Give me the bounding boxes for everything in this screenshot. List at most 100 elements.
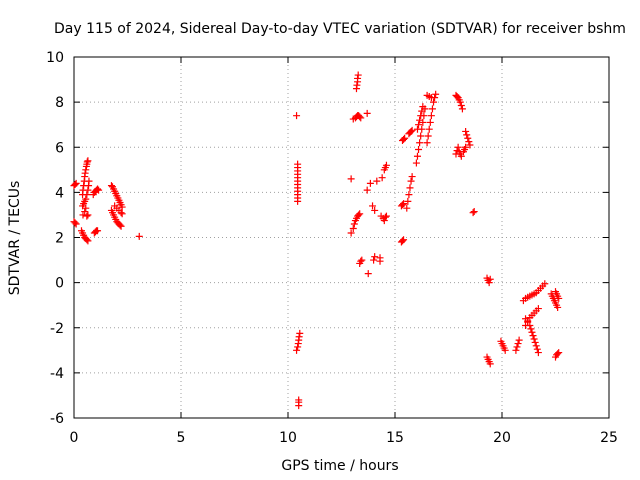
y-axis-label: SDTVAR / TECUs	[7, 181, 23, 296]
data-point	[405, 191, 413, 199]
data-point	[423, 139, 431, 147]
chart-title: Day 115 of 2024, Sidereal Day-to-day VTE…	[54, 21, 626, 37]
x-tick-label: 5	[177, 430, 186, 446]
data-point	[416, 116, 424, 124]
data-point	[84, 211, 92, 219]
data-point	[356, 113, 364, 121]
data-point	[349, 224, 357, 232]
data-point	[363, 186, 371, 194]
data-point	[531, 338, 539, 346]
data-point	[369, 202, 377, 210]
grid-lines	[74, 57, 609, 418]
data-point	[354, 71, 362, 79]
data-point	[83, 158, 91, 166]
data-point	[432, 90, 440, 98]
axis-ticks: 0 5 10 15 20 25 -6 -4 -2 0 2 4 6 8 10	[46, 50, 618, 446]
data-point	[400, 135, 408, 143]
data-point	[527, 325, 535, 333]
data-point	[415, 146, 423, 154]
data-point	[534, 349, 542, 357]
data-point	[419, 103, 427, 111]
data-point	[457, 102, 465, 110]
data-point	[118, 210, 126, 218]
data-point	[117, 209, 125, 217]
data-point	[401, 134, 409, 142]
data-point	[486, 360, 494, 368]
data-point	[72, 179, 80, 187]
data-point	[296, 329, 304, 337]
data-point	[347, 229, 355, 237]
data-point	[512, 346, 520, 354]
data-point	[530, 335, 538, 343]
data-point	[295, 402, 303, 410]
data-point	[412, 159, 420, 167]
data-point	[413, 125, 421, 133]
data-point	[428, 105, 436, 113]
data-point	[95, 186, 103, 194]
data-point	[84, 186, 92, 194]
data-point	[403, 204, 411, 212]
data-point	[363, 109, 371, 117]
data-point	[72, 220, 80, 228]
data-point	[529, 332, 537, 340]
x-tick-label: 25	[600, 430, 618, 446]
data-point	[404, 197, 412, 205]
data-point	[366, 179, 374, 187]
data-point	[364, 270, 372, 278]
data-point	[486, 275, 494, 283]
data-point	[294, 343, 302, 351]
data-point	[295, 333, 303, 341]
data-point	[356, 210, 364, 218]
data-point	[415, 121, 423, 129]
data-point	[424, 132, 432, 140]
data-point	[378, 174, 386, 182]
data-point	[381, 213, 389, 221]
data-point	[554, 303, 562, 311]
data-point	[371, 206, 379, 214]
data-point	[533, 345, 541, 353]
data-point	[371, 253, 379, 261]
x-tick-label: 15	[386, 430, 404, 446]
x-tick-label: 0	[70, 430, 79, 446]
data-point	[376, 257, 384, 265]
data-point	[135, 232, 143, 240]
data-point	[534, 305, 542, 313]
data-point	[456, 98, 464, 106]
data-point	[71, 219, 79, 227]
x-tick-label: 20	[493, 430, 511, 446]
data-point	[454, 143, 462, 151]
data-point	[541, 280, 549, 288]
data-point	[382, 161, 390, 169]
data-point	[398, 237, 406, 245]
data-point	[407, 177, 415, 185]
data-point	[398, 201, 406, 209]
y-tick-label: 2	[55, 231, 64, 247]
data-point	[293, 112, 301, 120]
data-point	[294, 160, 302, 168]
y-tick-label: 4	[55, 185, 64, 201]
x-axis-label: GPS time / hours	[281, 458, 398, 474]
data-point	[82, 204, 90, 212]
data-point	[463, 131, 471, 139]
data-point	[116, 221, 124, 229]
data-point	[358, 256, 366, 264]
data-point	[466, 141, 474, 149]
data-point	[406, 184, 414, 192]
data-point	[353, 81, 361, 89]
data-point	[464, 134, 472, 142]
y-tick-label: 8	[55, 95, 64, 111]
data-point	[418, 107, 426, 115]
data-point	[350, 220, 358, 228]
data-point	[532, 342, 540, 350]
data-point	[83, 212, 91, 220]
data-point	[293, 346, 301, 354]
y-tick-label: 10	[46, 50, 64, 66]
data-point	[554, 350, 562, 358]
data-point	[416, 139, 424, 147]
data-point	[522, 321, 530, 329]
data-point	[81, 169, 89, 177]
x-tick-label: 10	[279, 430, 297, 446]
data-point	[355, 211, 363, 219]
data-point	[426, 118, 434, 126]
